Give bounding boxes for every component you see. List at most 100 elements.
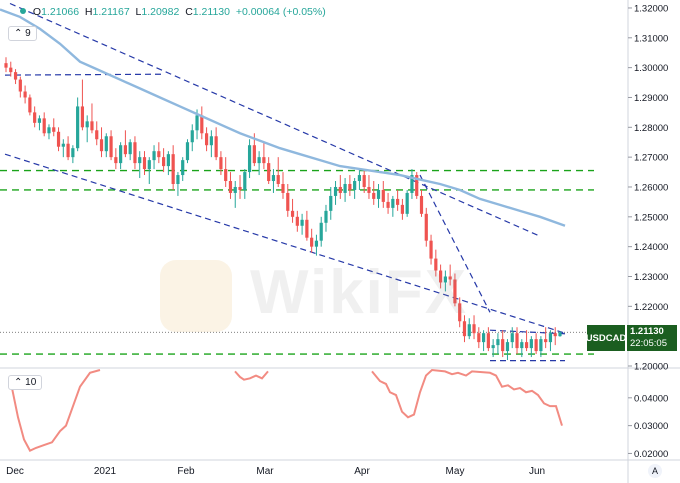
candle-body xyxy=(271,175,276,182)
candle-body xyxy=(85,121,89,128)
change-value: +0.00064 (+0.05%) xyxy=(235,6,326,18)
candle-body xyxy=(71,148,75,158)
candle-body xyxy=(348,184,352,190)
candle-body xyxy=(505,342,510,352)
candle-body xyxy=(23,91,27,98)
candle-body xyxy=(37,118,42,123)
candle-body xyxy=(391,198,395,208)
candle-body xyxy=(458,303,462,322)
candle-body xyxy=(467,324,471,337)
price-tick-label: 1.32000 xyxy=(634,3,668,14)
candle-body xyxy=(104,136,108,152)
price-tick-label: 1.26000 xyxy=(634,182,668,193)
candle-body xyxy=(209,136,213,146)
indicator-toggle-bottom[interactable]: ⌃ 10 xyxy=(8,375,43,390)
candle-body xyxy=(47,127,51,134)
close-value: 1.21130 xyxy=(192,6,230,18)
candle-body xyxy=(481,333,486,343)
support-lines xyxy=(0,169,628,355)
candle-body xyxy=(462,321,467,337)
candle-body xyxy=(133,142,137,164)
moving-average-line xyxy=(0,8,566,227)
time-tick-label: Mar xyxy=(256,466,274,477)
candle-body xyxy=(329,195,333,211)
time-tick-label: Dec xyxy=(6,466,24,477)
price-tick-label: 1.20000 xyxy=(634,362,668,373)
candle-body xyxy=(324,210,328,223)
candle-body xyxy=(56,131,61,147)
ohlc-legend: O1.21066 H1.21167 L1.20982 C1.21130 +0.0… xyxy=(20,6,326,18)
candle-body xyxy=(410,175,414,193)
candle-body xyxy=(18,79,22,92)
time-tick-label: Feb xyxy=(177,466,195,477)
candle-body xyxy=(66,143,70,158)
auto-scale-button[interactable]: A xyxy=(648,464,662,478)
candle-body xyxy=(548,333,553,343)
candle-body xyxy=(386,201,390,208)
time-tick-label: 2021 xyxy=(94,466,117,477)
candle-body xyxy=(219,157,223,170)
candle-body xyxy=(319,222,323,241)
candle-body xyxy=(477,333,481,343)
candle-body xyxy=(419,195,424,214)
chevron-up-icon: ⌃ xyxy=(14,377,23,388)
candle-body xyxy=(343,184,347,193)
chevron-up-icon: ⌃ xyxy=(14,28,23,39)
candle-body xyxy=(357,175,362,182)
open-value: 1.21066 xyxy=(41,6,80,18)
candle-body xyxy=(529,339,533,349)
price-tick-label: 1.27000 xyxy=(634,153,668,164)
trendline xyxy=(4,153,566,334)
symbol-tag: USDCAD xyxy=(586,325,626,351)
candle-body xyxy=(9,67,13,73)
candle-body xyxy=(247,145,252,173)
candle-body xyxy=(147,160,151,170)
candle-body xyxy=(400,204,404,214)
watermark: WikiFX xyxy=(160,255,480,335)
candle-body xyxy=(372,192,376,199)
candle-body xyxy=(252,145,256,164)
low-value: 1.20982 xyxy=(141,6,180,18)
candle-body xyxy=(257,157,261,164)
candle-body xyxy=(99,139,104,152)
candle-body xyxy=(534,339,538,352)
candle-body xyxy=(520,342,524,349)
oscillator-axis[interactable]: 0.04000 0.03000 0.02000 xyxy=(628,393,668,460)
candle-body xyxy=(314,240,319,247)
candle-body xyxy=(267,163,271,182)
osc-tick-label: 0.02000 xyxy=(634,449,668,460)
candle-body xyxy=(486,333,490,349)
time-axis[interactable]: Dec 2021 Feb Mar Apr May Jun xyxy=(6,466,545,477)
candle-body xyxy=(262,157,266,164)
candle-body xyxy=(76,106,80,149)
status-dot-icon xyxy=(20,8,26,14)
candle-body xyxy=(376,189,381,199)
indicator-toggle-top[interactable]: ⌃ 9 xyxy=(8,26,37,41)
candle-body xyxy=(305,219,309,238)
open-label: O xyxy=(32,6,42,18)
candle-body xyxy=(157,151,161,158)
oscillator-pane xyxy=(9,368,563,452)
trendline xyxy=(419,174,491,313)
candle-body xyxy=(510,333,514,343)
time-tick-label: Apr xyxy=(354,466,370,477)
candle-body xyxy=(553,333,557,337)
candle-body xyxy=(539,339,543,352)
candle-body xyxy=(214,136,218,158)
bar-countdown: 22:05:05 xyxy=(630,338,667,349)
candle-body xyxy=(114,157,118,164)
close-label: C xyxy=(185,6,193,18)
price-tick-label: 1.30000 xyxy=(634,63,668,74)
candle-body xyxy=(185,142,190,161)
candle-body xyxy=(42,118,46,134)
moving-average xyxy=(0,8,566,227)
watermark-text: WikiFX xyxy=(250,258,469,327)
candle-body xyxy=(448,276,452,280)
candle-body xyxy=(152,151,156,161)
price-tick-label: 1.23000 xyxy=(634,272,668,283)
time-tick-label: May xyxy=(446,466,465,477)
price-axis[interactable]: 1.32000 1.31000 1.30000 1.29000 1.28000 1.270… xyxy=(628,3,668,373)
candle-body xyxy=(166,154,170,167)
candle-body xyxy=(434,258,438,271)
